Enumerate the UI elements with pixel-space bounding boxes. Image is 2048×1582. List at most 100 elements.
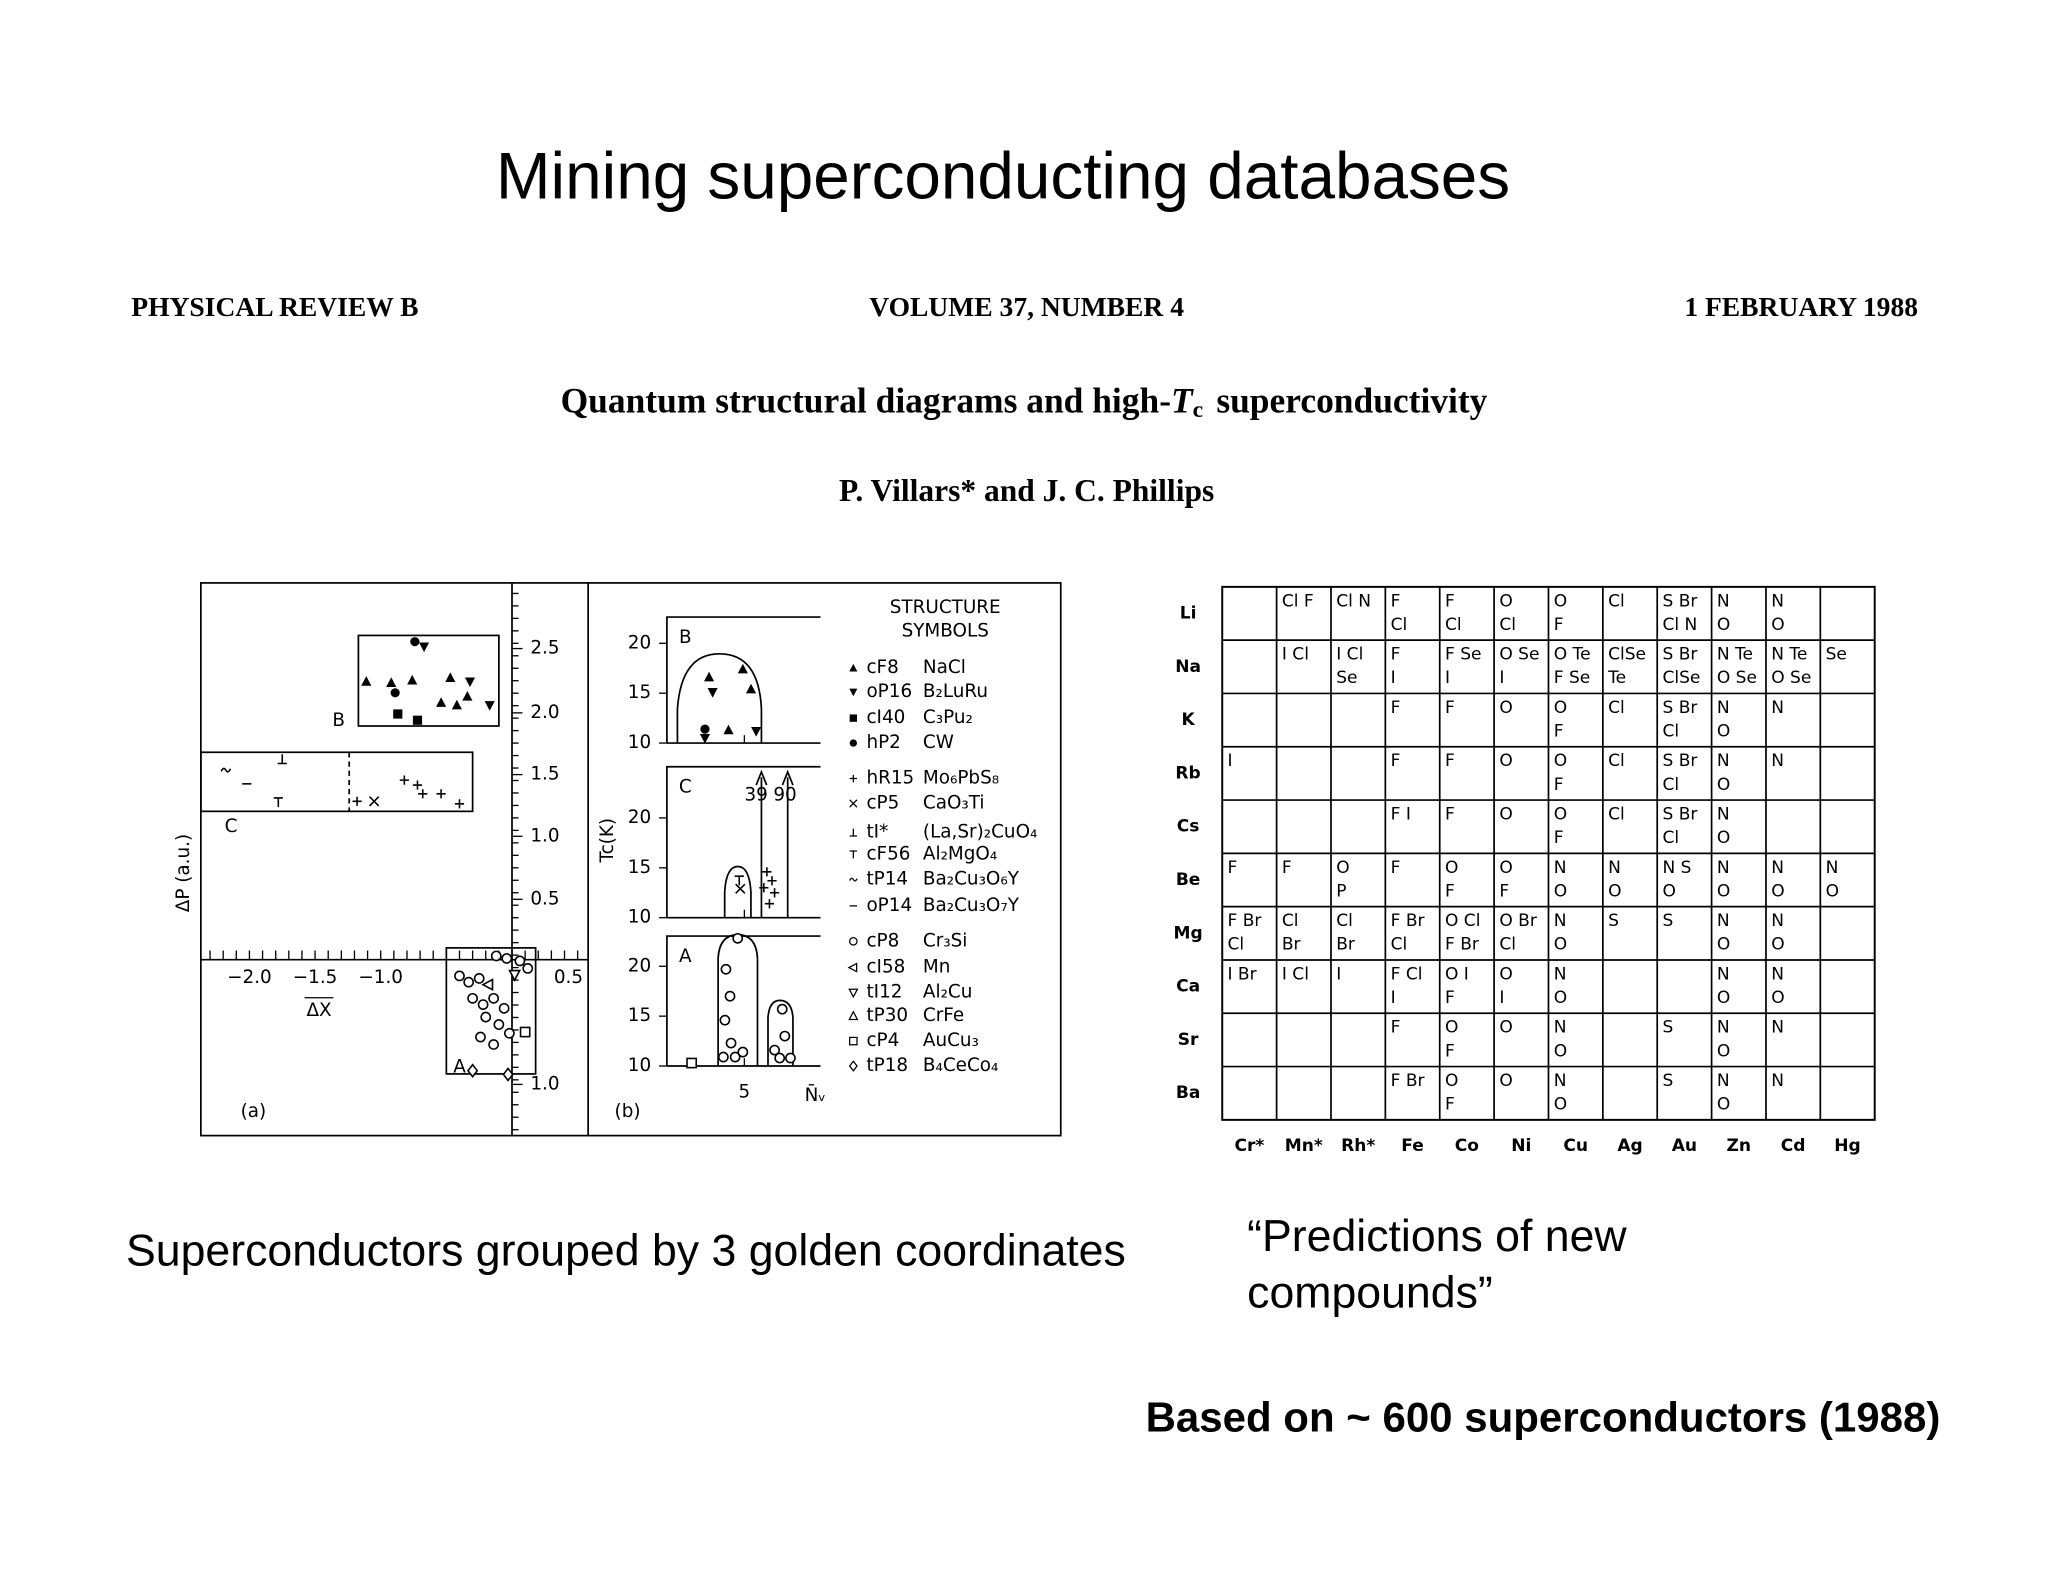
cell-text: Te: [1607, 668, 1626, 688]
cell-text: Cl: [1662, 828, 1679, 848]
cell-text: S Br: [1662, 751, 1698, 771]
cell-text: O: [1771, 935, 1784, 955]
column-label: Zn: [1727, 1136, 1752, 1156]
marker: [445, 672, 456, 682]
cell-text: Cl: [1336, 911, 1353, 931]
axis-label: ΔP (a.u.): [173, 834, 194, 912]
marker: [764, 899, 775, 909]
row-label: Be: [1176, 870, 1201, 890]
cell-text: N: [1826, 858, 1839, 878]
column-label: Fe: [1401, 1136, 1424, 1156]
legend-code: tI12: [866, 982, 902, 1003]
annotation: 90: [773, 785, 796, 806]
cell-text: F Se: [1445, 645, 1482, 665]
marker: [762, 867, 772, 877]
marker: [462, 691, 473, 701]
marker: [361, 676, 372, 686]
cell-text: F: [1445, 804, 1455, 824]
cell-text: N: [1554, 1018, 1567, 1038]
column-label: Ni: [1511, 1136, 1531, 1156]
marker: [849, 937, 858, 946]
marker: [703, 671, 715, 682]
row-label: Rb: [1175, 763, 1200, 783]
marker: [477, 999, 489, 1010]
column-label: Co: [1455, 1136, 1479, 1156]
legend-compound: CaO₃Ti: [923, 792, 985, 813]
marker: [848, 1010, 859, 1021]
cell-text: O: [1717, 775, 1730, 795]
cell-text: O: [1554, 591, 1567, 611]
cell-text: I: [1445, 668, 1450, 688]
marker: [436, 789, 446, 799]
column-label: Rh*: [1341, 1136, 1375, 1156]
cell-text: N: [1771, 1018, 1784, 1038]
legend-code: cI58: [866, 957, 905, 978]
group-label: B: [332, 710, 345, 731]
cell-text: O Se: [1717, 668, 1757, 688]
paper-title-part: T: [1171, 381, 1194, 421]
footnote: Based on ~ 600 superconductors (1988): [1146, 1394, 1941, 1441]
marker: [412, 780, 423, 790]
cell-text: O: [1717, 988, 1730, 1008]
cell-text: N: [1771, 1071, 1784, 1091]
marker: [849, 714, 858, 722]
annotation: 39: [744, 785, 767, 806]
legend-compound: Al₂MgO₄: [923, 844, 997, 865]
marker: [849, 877, 858, 882]
marker: [490, 950, 502, 962]
y-tick-label: 2.0: [530, 702, 559, 723]
panel-label: (b): [615, 1101, 641, 1122]
marker: [463, 976, 475, 988]
cell-text: O: [1554, 804, 1567, 824]
cell-text: N Te: [1717, 645, 1753, 665]
slide-title: Mining superconducting databases: [496, 140, 1510, 213]
cell-text: O: [1499, 698, 1512, 718]
cell-text: O: [1771, 881, 1784, 901]
marker: [493, 1019, 505, 1030]
legend-compound: NaCl: [923, 657, 966, 678]
cell-text: F: [1391, 858, 1401, 878]
cell-text: O: [1717, 881, 1730, 901]
cell-text: S: [1662, 1071, 1673, 1091]
legend-compound: Ba₂Cu₃O₆Y: [923, 869, 1020, 890]
cell-text: N S: [1662, 858, 1691, 878]
cell-text: I Cl: [1336, 645, 1363, 665]
cell-text: N: [1771, 591, 1784, 611]
cell-text: F: [1391, 1018, 1401, 1038]
row-label: Ba: [1176, 1083, 1201, 1103]
group-curve: [676, 652, 763, 744]
column-label: Ag: [1617, 1136, 1642, 1156]
legend-code: hP2: [866, 732, 900, 753]
group-label: C: [679, 777, 692, 798]
marker: [849, 850, 858, 859]
y-tick-label: 15: [628, 857, 651, 878]
cell-text: Cl: [1608, 591, 1625, 611]
cell-text: O: [1717, 615, 1730, 635]
x-tick-label: −2.0: [227, 967, 272, 988]
cell-text: Cl: [1391, 935, 1408, 955]
cell-text: N: [1771, 911, 1784, 931]
marker: [273, 797, 283, 808]
marker: [751, 726, 762, 737]
column-label: Mn*: [1285, 1136, 1323, 1156]
marker: [725, 1037, 737, 1049]
cell-text: N Te: [1771, 645, 1807, 665]
marker: [502, 1067, 514, 1082]
marker: [767, 876, 777, 886]
axis-label: Tc(K): [597, 818, 618, 864]
marker: [501, 953, 513, 964]
marker: [418, 789, 428, 799]
legend-compound: C₃Pu₂: [923, 707, 973, 728]
cell-text: F: [1282, 858, 1292, 878]
cell-text: Cl: [1499, 615, 1516, 635]
marker: [849, 663, 858, 672]
y-tick-label: 1.0: [530, 1073, 559, 1094]
marker: [352, 796, 362, 806]
cell-text: F: [1554, 828, 1564, 848]
cell-text: I: [1499, 668, 1504, 688]
marker: [503, 1027, 515, 1039]
legend-code: oP14: [866, 895, 912, 916]
legend-code: tP14: [866, 869, 908, 890]
cell-text: F Cl: [1391, 964, 1423, 984]
